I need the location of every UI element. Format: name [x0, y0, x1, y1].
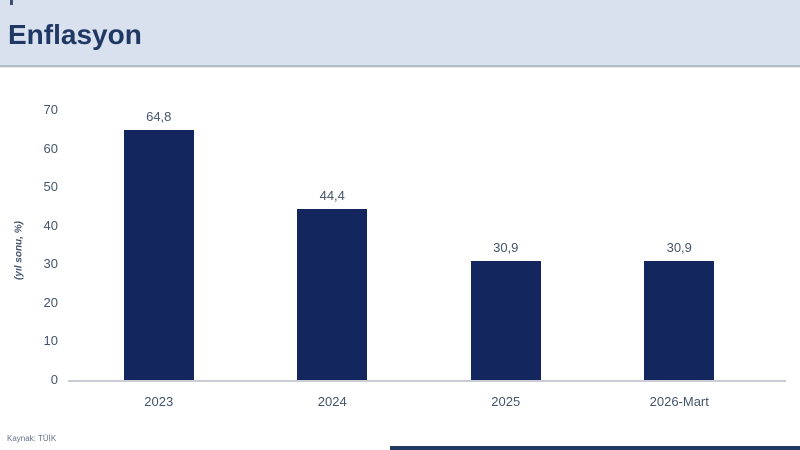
y-tick-label: 30 [43, 256, 58, 272]
bar-2025 [470, 260, 541, 380]
x-tick-label: 2023 [144, 394, 174, 409]
y-tick-label: 60 [43, 140, 58, 156]
y-tick-label: 0 [50, 372, 58, 387]
y-tick-label: 40 [43, 217, 58, 233]
x-tick-label: 2026-Mart [649, 394, 709, 409]
x-tick-label: 2025 [491, 394, 521, 409]
value-label: 64,8 [146, 109, 172, 125]
bar-2023 [123, 130, 194, 380]
bar-2026-Mart [644, 260, 715, 380]
source-note: Kaynak: TÜİK [7, 434, 57, 443]
header-band: Enflasyon [0, 0, 800, 67]
y-axis-title: (yıl sonu, %) [13, 221, 25, 280]
y-tick-label: 20 [43, 294, 58, 310]
x-axis-line [68, 380, 786, 382]
page-title: Enflasyon [8, 19, 142, 50]
y-tick-label: 50 [43, 179, 58, 195]
value-label: 44,4 [319, 187, 345, 203]
bar-chart: (yıl sonu, %) 0 10 20 30 40 50 60 70 64,8 2023 44,… [0, 69, 800, 429]
corner-mark [10, 0, 13, 5]
value-label: 30,9 [493, 239, 519, 255]
y-tick-label: 10 [43, 333, 58, 349]
bar-2024 [297, 208, 368, 380]
footer-bar [390, 446, 800, 450]
x-tick-label: 2024 [317, 394, 347, 409]
y-tick-label: 70 [43, 102, 58, 117]
value-label: 30,9 [666, 239, 692, 255]
